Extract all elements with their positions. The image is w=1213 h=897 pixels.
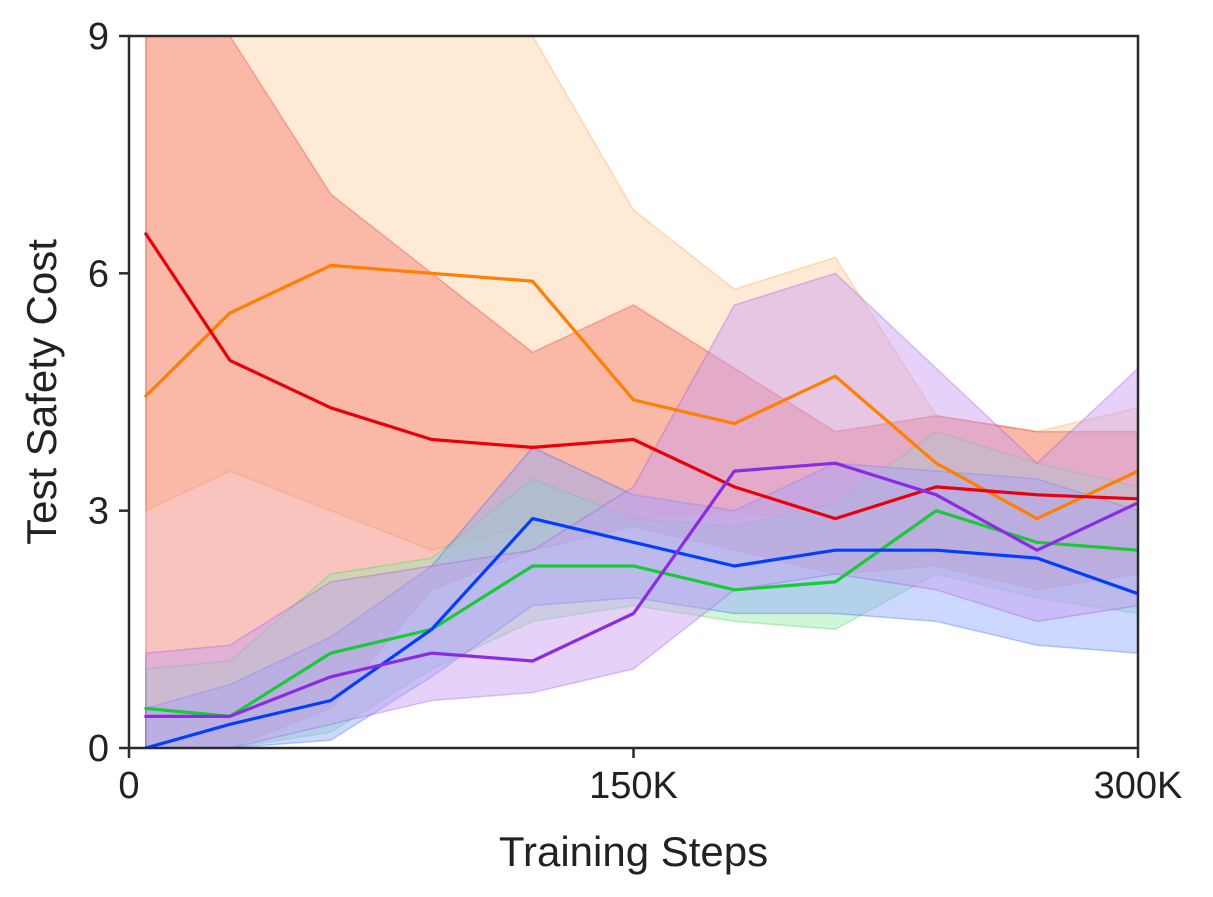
y-tick-label: 6 bbox=[88, 253, 109, 295]
series-lines bbox=[144, 232, 1138, 748]
x-axis-label: Training Steps bbox=[499, 828, 768, 875]
series-4-line bbox=[144, 516, 1138, 748]
series-1-band bbox=[145, 36, 1138, 575]
y-tick-label: 9 bbox=[88, 16, 109, 58]
series-5-line bbox=[144, 461, 1138, 719]
x-tick-label: 300K bbox=[1094, 765, 1183, 807]
y-tick-label: 0 bbox=[88, 728, 109, 770]
series-2-line bbox=[144, 232, 1138, 521]
series-2-band bbox=[145, 36, 1138, 748]
series-3-line bbox=[144, 509, 1138, 719]
y-axis: 0 3 6 9 bbox=[88, 16, 129, 770]
y-tick-label: 3 bbox=[88, 491, 109, 533]
x-tick-label: 0 bbox=[118, 765, 139, 807]
series-4-band bbox=[145, 446, 1138, 748]
confidence-bands bbox=[145, 36, 1138, 748]
series-3-band bbox=[145, 430, 1138, 748]
x-tick-label: 150K bbox=[589, 765, 678, 807]
series-1-line bbox=[144, 263, 1138, 521]
x-axis: 0 150K 300K bbox=[118, 748, 1182, 807]
y-axis-label: Test Safety Cost bbox=[18, 239, 65, 545]
